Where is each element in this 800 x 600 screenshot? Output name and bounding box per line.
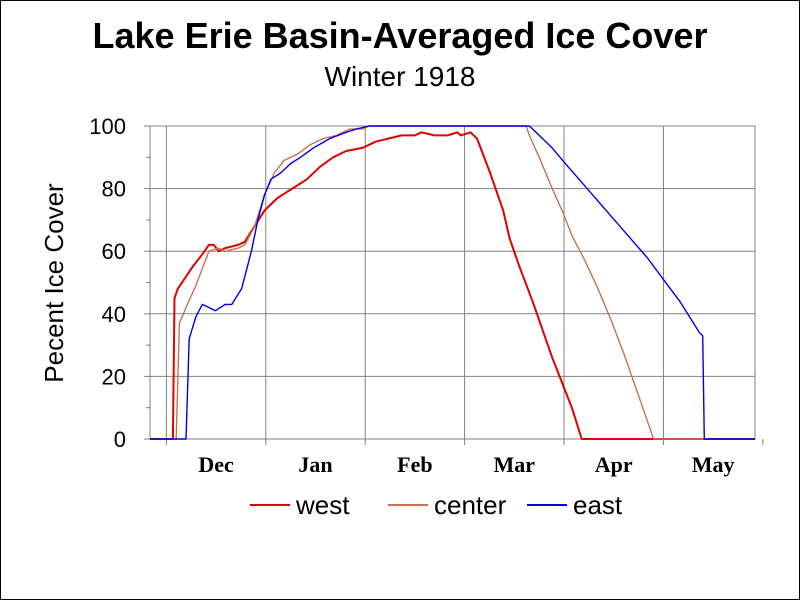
legend-center-label: center	[434, 490, 507, 520]
x-tick-label: Jan	[298, 452, 332, 477]
x-tick-label: Apr	[595, 452, 633, 477]
x-tick-labels: Dec Jan Feb Mar Apr May	[198, 452, 734, 477]
series-line-east	[150, 125, 755, 440]
grid	[150, 126, 755, 439]
y-tick-label: 100	[89, 114, 126, 139]
y-tick-label: 80	[102, 177, 126, 202]
chart-title: Lake Erie Basin-Averaged Ice Cover	[93, 15, 708, 56]
x-tick-label: Mar	[494, 452, 536, 477]
y-tick-labels: 0 20 40 60 80 100	[89, 114, 126, 452]
y-tick-label: 40	[102, 302, 126, 327]
chart-subtitle: Winter 1918	[325, 61, 476, 92]
series-lines	[150, 125, 755, 440]
legend-east-label: east	[573, 490, 623, 520]
axes	[144, 125, 764, 445]
x-tick-label: Feb	[397, 452, 432, 477]
plot-area	[149, 125, 756, 440]
legend-west-label: west	[295, 490, 350, 520]
y-axis-label: Pecent Ice Cover	[39, 183, 69, 383]
y-tick-label: 60	[102, 239, 126, 264]
series-line-center	[150, 125, 755, 440]
series-line-west	[150, 131, 755, 440]
x-tick-label: Dec	[198, 452, 234, 477]
legend: west center east	[250, 490, 623, 520]
x-tick-label: May	[692, 452, 735, 477]
y-tick-label: 0	[114, 427, 126, 452]
y-tick-label: 20	[102, 364, 126, 389]
